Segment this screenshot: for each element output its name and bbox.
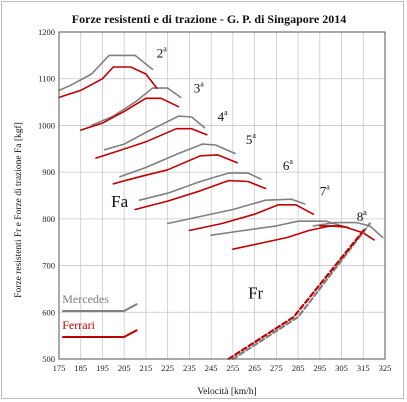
legend: Mercedes Ferrari bbox=[62, 292, 138, 338]
y-tick-label: 1100 bbox=[38, 74, 55, 84]
x-tick-label: 295 bbox=[313, 363, 326, 373]
series-line-ferrari-5a bbox=[134, 179, 267, 211]
series-line-ferrari-8a bbox=[319, 225, 375, 241]
x-tick-label: 275 bbox=[270, 363, 283, 373]
gear-label: 7a bbox=[320, 183, 331, 199]
x-tick-label: 235 bbox=[183, 363, 196, 373]
gear-label: 4a bbox=[218, 108, 229, 124]
annotation-fr: Fr bbox=[248, 283, 263, 302]
y-tick-label: 700 bbox=[42, 261, 55, 271]
annotation-fa: Fa bbox=[111, 192, 128, 211]
x-axis-label: Velocità [km/h] bbox=[197, 387, 256, 397]
series-line-mercedes-6a bbox=[166, 198, 306, 225]
series-line-ferrari-3a bbox=[95, 127, 208, 159]
annotations: 2a 3a 4a 5a 6a 7a 8a Fa Fr bbox=[111, 45, 367, 303]
x-tick-label: 315 bbox=[357, 363, 370, 373]
plot-border bbox=[58, 31, 386, 360]
series-line-mercedes-5a bbox=[138, 172, 262, 201]
ticks: 175 185 195 205 215 225 235 245 255 265 275 285 295 3… bbox=[38, 27, 391, 373]
y-tick-label: 900 bbox=[42, 167, 55, 177]
series-line-ferrari-fr bbox=[227, 227, 367, 361]
gear-label: 8a bbox=[357, 208, 368, 224]
x-tick-label: 245 bbox=[205, 363, 218, 373]
series-line-mercedes-4a bbox=[119, 143, 236, 178]
series-line-mercedes-1a bbox=[58, 54, 154, 92]
gear-label: 6a bbox=[283, 157, 294, 173]
x-tick-label: 185 bbox=[74, 363, 87, 373]
x-tick-label: 255 bbox=[226, 363, 239, 373]
legend-swatch-ferrari bbox=[62, 329, 138, 338]
y-tick-label: 600 bbox=[42, 307, 55, 317]
series-line-ferrari-4a bbox=[112, 154, 238, 185]
series-line-mercedes-fr bbox=[231, 222, 371, 361]
y-tick-label: 500 bbox=[42, 354, 55, 364]
chart-title: Forze resistenti e di trazione - G. P. d… bbox=[72, 12, 346, 26]
y-tick-label: 1200 bbox=[38, 27, 55, 37]
legend-label-mercedes: Mercedes bbox=[62, 292, 109, 306]
series-line-ferrari-1a bbox=[58, 66, 158, 99]
series-line-ferrari-6a bbox=[188, 204, 315, 232]
gear-label: 5a bbox=[246, 131, 257, 147]
x-tick-label: 265 bbox=[248, 363, 261, 373]
x-tick-label: 285 bbox=[292, 363, 305, 373]
legend-label-ferrari: Ferrari bbox=[62, 318, 95, 332]
x-tick-label: 305 bbox=[335, 363, 348, 373]
series-line-mercedes-7a bbox=[210, 220, 343, 236]
x-tick-label: 195 bbox=[96, 363, 109, 373]
grid bbox=[58, 31, 386, 360]
x-tick-label: 205 bbox=[118, 363, 131, 373]
x-tick-label: 215 bbox=[140, 363, 153, 373]
gear-label: 2a bbox=[157, 45, 168, 61]
x-tick-label: 175 bbox=[53, 363, 66, 373]
x-tick-label: 325 bbox=[379, 363, 392, 373]
x-tick-label: 225 bbox=[161, 363, 174, 373]
legend-swatch-mercedes bbox=[62, 303, 138, 312]
series-line-mercedes-3a bbox=[103, 115, 206, 151]
y-tick-label: 1000 bbox=[38, 120, 55, 130]
series-layer bbox=[58, 54, 384, 361]
y-axis-label: Forze resistenti Fr e Forze di trazione … bbox=[13, 122, 24, 298]
series-line-ferrari-2a bbox=[79, 97, 180, 131]
series-line-mercedes-2a bbox=[90, 87, 182, 127]
y-tick-label: 800 bbox=[42, 214, 55, 224]
series-line-mercedes-8a bbox=[312, 221, 384, 239]
gear-label: 3a bbox=[194, 80, 205, 96]
